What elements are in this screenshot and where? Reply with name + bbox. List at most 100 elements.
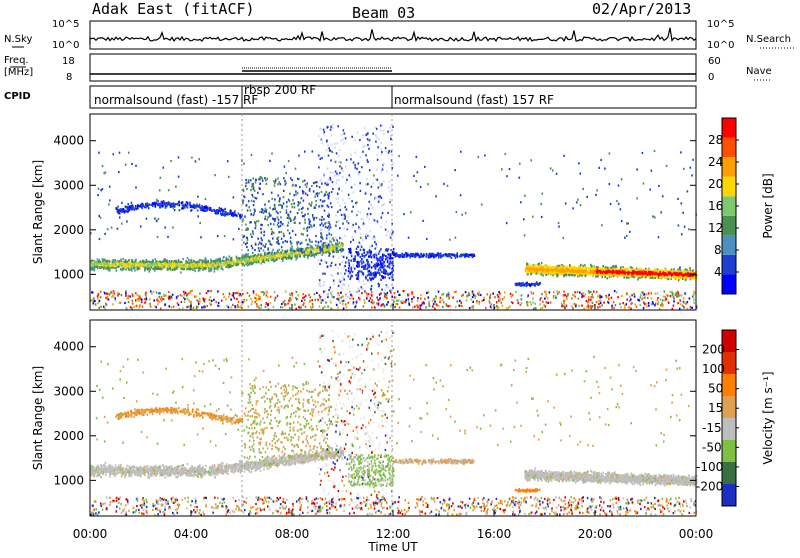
power-point (368, 235, 370, 237)
power-point (265, 303, 267, 305)
power-point (338, 174, 340, 176)
power-point (117, 209, 119, 211)
power-point (258, 243, 260, 245)
power-point (364, 267, 366, 269)
power-point (646, 306, 648, 308)
power-point (145, 204, 147, 206)
power-point (457, 256, 459, 258)
power-point (313, 190, 315, 192)
power-point (341, 140, 343, 142)
power-point (361, 218, 363, 220)
power-point (372, 238, 374, 240)
power-point (324, 131, 326, 133)
power-point (387, 261, 389, 263)
power-point (317, 247, 319, 249)
power-point (183, 291, 185, 293)
power-point (200, 264, 202, 266)
power-point (310, 204, 312, 206)
power-point (136, 267, 138, 269)
power-point (601, 304, 603, 306)
power-point (275, 297, 277, 299)
power-point (262, 193, 264, 195)
power-point (377, 146, 379, 148)
power-point (378, 283, 380, 285)
power-point (321, 219, 323, 221)
power-point (192, 269, 194, 271)
power-point (191, 264, 193, 266)
power-point (383, 133, 385, 135)
power-point (611, 297, 613, 299)
power-point (358, 270, 360, 272)
power-point (375, 141, 377, 143)
power-point (319, 285, 321, 287)
power-point (364, 127, 366, 129)
power-point (112, 261, 114, 263)
power-point (251, 194, 253, 196)
power-point (280, 225, 282, 227)
power-point (332, 124, 334, 126)
nsearch-label: N.Search (746, 34, 791, 45)
power-point (532, 292, 534, 294)
power-point (651, 297, 653, 299)
power-point (209, 302, 211, 304)
power-point (375, 134, 377, 136)
power-point (147, 269, 149, 271)
power-point (197, 261, 199, 263)
power-point (357, 299, 359, 301)
power-point (191, 259, 193, 261)
power-point (315, 181, 317, 183)
power-point (521, 294, 523, 296)
power-point (375, 243, 377, 245)
power-point (298, 201, 300, 203)
power-point (339, 149, 341, 151)
power-point (178, 304, 180, 306)
power-point (355, 223, 357, 225)
power-point (532, 301, 534, 303)
power-point (598, 303, 600, 305)
power-point (639, 304, 641, 306)
power-point (237, 292, 239, 294)
power-point (112, 303, 114, 305)
power-point (619, 303, 621, 305)
power-point (277, 216, 279, 218)
freq-right-tick-bottom: 0 (708, 72, 714, 83)
power-point (245, 261, 247, 263)
power-point (269, 214, 271, 216)
power-point (259, 183, 261, 185)
power-point (678, 295, 680, 297)
power-point (283, 196, 285, 198)
power-point (303, 200, 305, 202)
power-point (250, 189, 252, 191)
power-point (337, 307, 339, 309)
power-point (245, 253, 247, 255)
power-point (362, 288, 364, 290)
power-point (364, 302, 366, 304)
power-point (574, 303, 576, 305)
power-point (366, 178, 368, 180)
power-point (296, 291, 298, 293)
power-point (138, 300, 140, 302)
power-point (217, 290, 219, 292)
power-point (179, 308, 181, 310)
power-point (376, 263, 378, 265)
power-point (120, 262, 122, 264)
power-point (350, 154, 352, 156)
power-point (381, 204, 383, 206)
power-point (258, 253, 260, 255)
power-point (163, 203, 165, 205)
power-point (626, 293, 628, 295)
power-point (343, 307, 345, 309)
power-point (371, 299, 373, 301)
power-point (348, 222, 350, 224)
power-point (203, 263, 205, 265)
power-point (357, 131, 359, 133)
power-point (201, 306, 203, 308)
power-point (369, 264, 371, 266)
power-point (553, 297, 555, 299)
power-point (472, 301, 474, 303)
power-point (371, 245, 373, 247)
power-point (629, 296, 631, 298)
power-point (676, 295, 678, 297)
power-point (250, 209, 252, 211)
